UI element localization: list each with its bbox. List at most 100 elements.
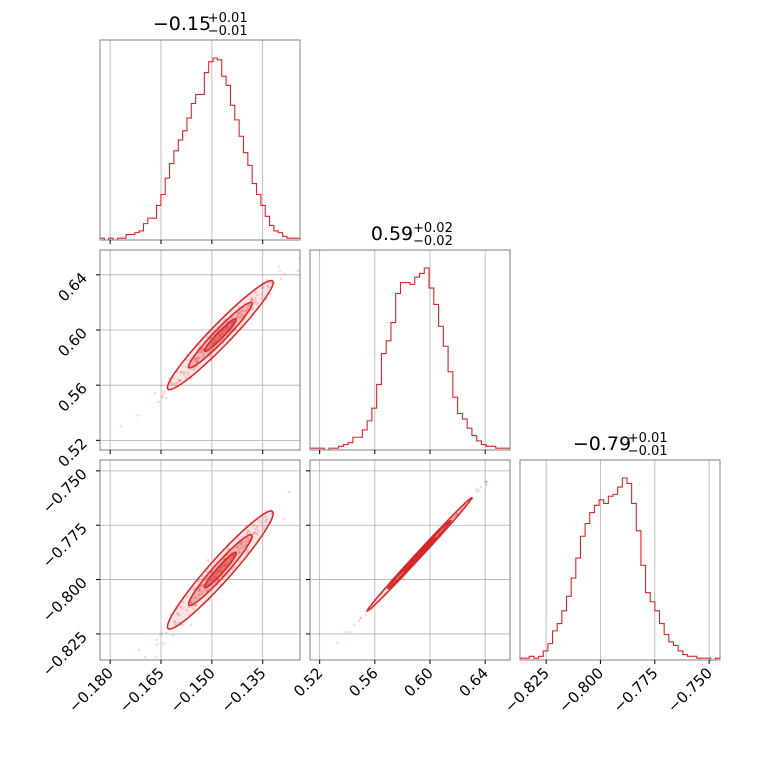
sample-point (253, 531, 256, 535)
sample-point (244, 544, 247, 547)
sample-point (236, 545, 239, 548)
sample-point (248, 531, 252, 534)
sample-point (239, 542, 243, 545)
sample-point (176, 378, 180, 382)
sample-point (352, 623, 356, 627)
sample-point (189, 367, 193, 371)
sample-point (190, 601, 193, 605)
panel-title-upper-error: +0.01 (208, 11, 248, 26)
panel-title-lower-error: −0.01 (208, 24, 248, 39)
sample-point (279, 277, 283, 280)
sample-point (183, 370, 186, 374)
sample-point (178, 379, 181, 383)
sample-point (237, 311, 240, 315)
sample-point (216, 570, 219, 574)
sample-point (137, 648, 141, 652)
sample-point (219, 566, 222, 569)
sample-point (485, 483, 488, 487)
sample-point (212, 339, 216, 343)
sample-point (165, 631, 168, 635)
sample-point (257, 518, 260, 522)
sample-point (192, 367, 196, 370)
sample-point (253, 530, 257, 534)
histogram-step-line (520, 477, 720, 661)
sample-point (199, 350, 203, 354)
sample-point (216, 579, 219, 582)
sample-point (226, 326, 230, 330)
sample-point (453, 515, 457, 518)
sample-point (242, 309, 245, 313)
sample-point (479, 485, 483, 489)
sample-point (205, 570, 208, 573)
sample-point (247, 529, 250, 533)
x-tick-label: −0.180 (65, 664, 117, 716)
panel-title: −0.15 (153, 13, 211, 35)
sample-point (162, 642, 166, 645)
sample-point (214, 572, 218, 575)
sample-point (238, 309, 242, 313)
sample-point (269, 281, 273, 285)
sample-point (155, 643, 159, 646)
sample-point (200, 350, 204, 354)
sample-point (170, 383, 173, 386)
sample-point (267, 285, 271, 289)
sample-point (265, 297, 269, 300)
histogram-panel-2-grid (545, 460, 710, 660)
scatter-panel-1-2-frame (309, 459, 511, 661)
sample-point (451, 516, 455, 520)
sample-point (254, 290, 257, 294)
sample-point (184, 376, 188, 380)
sample-point (244, 541, 248, 544)
sample-point (180, 370, 183, 374)
sample-point (185, 365, 188, 369)
histogram-panel-0-grid (109, 40, 264, 240)
sample-point (252, 301, 256, 304)
sample-point (184, 608, 188, 612)
sample-point (181, 623, 184, 627)
sample-point (266, 284, 270, 288)
sample-point (208, 349, 212, 353)
y-tick-label: 0.60 (54, 324, 90, 360)
sample-point (252, 531, 256, 535)
sample-point (359, 617, 362, 620)
sample-point (245, 532, 249, 536)
sample-point (207, 351, 210, 354)
scatter-panel-0-2-grid (100, 460, 300, 660)
sample-point (221, 332, 225, 335)
sample-point (176, 612, 179, 616)
sample-point (238, 551, 242, 554)
sample-point (194, 603, 197, 607)
sample-point (241, 540, 244, 543)
sample-point (287, 490, 291, 494)
sample-point (485, 480, 489, 483)
sample-point (143, 655, 147, 659)
sample-point (196, 356, 199, 360)
sample-point (237, 312, 240, 316)
sample-point (224, 563, 227, 566)
sample-point (235, 545, 239, 549)
sample-point (247, 304, 251, 307)
sample-point (241, 535, 244, 539)
sample-point (226, 324, 230, 328)
sample-point (348, 630, 351, 634)
histogram-panel-1-frame (309, 249, 511, 451)
sample-point (218, 333, 221, 337)
sample-point (249, 298, 253, 302)
sample-point (195, 360, 199, 364)
sample-point (236, 315, 239, 319)
sample-point (454, 514, 458, 517)
scatter-panel-0-1-frame (99, 249, 301, 451)
sample-point (245, 308, 249, 312)
sample-point (159, 633, 162, 637)
sample-point (197, 587, 201, 591)
sample-point (245, 552, 248, 556)
sample-point (173, 619, 176, 623)
sample-point (261, 286, 265, 289)
sample-point (359, 616, 363, 619)
sample-point (219, 334, 222, 338)
sample-point (196, 358, 199, 362)
sample-point (364, 613, 368, 617)
sample-point (357, 619, 361, 623)
sample-point (245, 537, 249, 540)
sample-point (212, 575, 216, 579)
